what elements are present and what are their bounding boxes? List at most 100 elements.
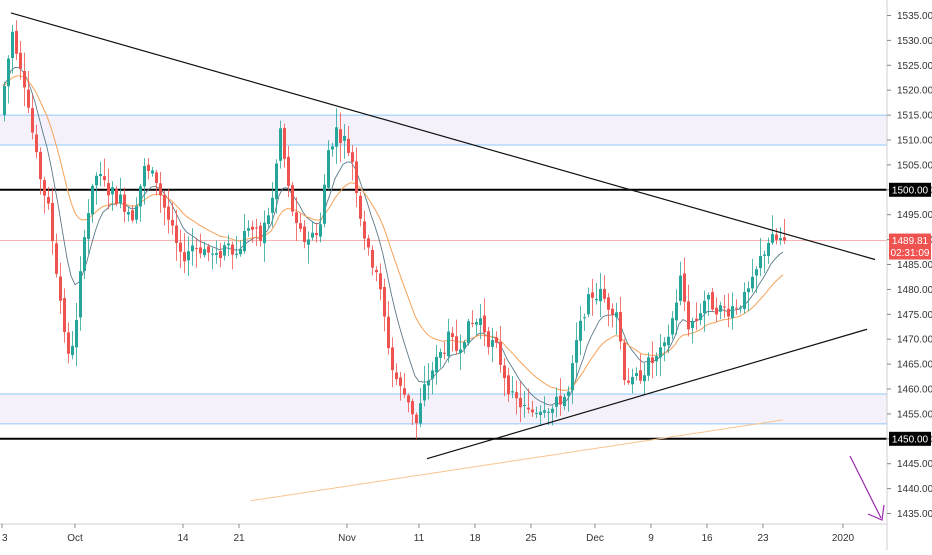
candle-body — [655, 356, 658, 362]
candle-body — [591, 292, 594, 298]
candle-body — [487, 331, 490, 347]
candle-body — [39, 151, 42, 180]
candle-body — [423, 384, 426, 401]
price-tick-label: 1445.00 — [897, 459, 932, 470]
candle-body — [363, 221, 366, 239]
candle-body — [695, 318, 698, 321]
candle-body — [59, 276, 62, 301]
candle-body — [159, 183, 162, 196]
candle-body — [647, 357, 650, 376]
candle-body — [583, 317, 586, 319]
candle-body — [87, 213, 90, 239]
candle-body — [255, 227, 258, 229]
candle-body — [207, 246, 210, 253]
candle-body — [319, 224, 322, 237]
candle-body — [679, 275, 682, 301]
candle-body — [463, 342, 466, 349]
candle-body — [539, 411, 542, 415]
candle-body — [339, 129, 342, 143]
candle-body — [15, 30, 18, 54]
upper-zone — [0, 115, 887, 145]
candle-body — [355, 161, 358, 193]
time-tick-label: 3 — [2, 533, 8, 544]
candle-body — [335, 127, 338, 147]
candle-body — [611, 308, 614, 315]
candle-body — [667, 336, 670, 346]
candle-body — [751, 276, 754, 289]
candle-body — [459, 349, 462, 354]
candle-body — [595, 298, 598, 301]
candle-body — [755, 269, 758, 276]
countdown-label: 02:31:09 — [891, 248, 930, 259]
candle-body — [483, 315, 486, 333]
candle-body — [75, 320, 78, 348]
candle-body — [515, 392, 518, 399]
candle-body — [467, 321, 470, 344]
candle-body — [151, 170, 154, 174]
candle-body — [167, 206, 170, 220]
candle-body — [415, 414, 418, 424]
candle-body — [479, 318, 482, 325]
candle-body — [367, 238, 370, 248]
candle-body — [555, 396, 558, 407]
candle-body — [587, 294, 590, 315]
candle-body — [111, 187, 114, 195]
candle-body — [267, 215, 270, 225]
candle-body — [443, 352, 446, 354]
candle-body — [499, 341, 502, 365]
candle-body — [703, 300, 706, 314]
annotation-arrow-layer[interactable] — [849, 455, 885, 521]
ema-slow-line — [2, 75, 784, 391]
candle-body — [119, 194, 122, 204]
candle-body — [571, 363, 574, 391]
candle-body — [27, 89, 30, 108]
down-arrow-head[interactable] — [867, 504, 885, 521]
candle-body — [323, 184, 326, 224]
candle-body — [371, 249, 374, 268]
candle-body — [495, 337, 498, 343]
candle-body — [3, 85, 6, 116]
candle-body — [63, 298, 66, 333]
candle-body — [783, 237, 786, 241]
support-1450-tag-label: 1450.00 — [892, 434, 929, 445]
candle-body — [635, 373, 638, 376]
candle-body — [67, 332, 70, 354]
price-tick-label: 1510.00 — [897, 135, 932, 146]
candle-body — [391, 347, 394, 371]
candle-body — [439, 352, 442, 358]
candle-body — [475, 322, 478, 325]
candle-body — [243, 230, 246, 252]
candle-body — [231, 244, 234, 255]
candle-body — [687, 301, 690, 330]
candle-body — [607, 297, 610, 310]
candle-body — [531, 409, 534, 413]
candle-body — [199, 247, 202, 254]
candle-body — [599, 288, 602, 302]
candle-body — [383, 286, 386, 317]
candle-body — [719, 305, 722, 312]
price-tick-label: 1475.00 — [897, 310, 932, 321]
candle-body — [567, 391, 570, 396]
candle-body — [99, 173, 102, 177]
trendlines-layer[interactable] — [10, 12, 876, 460]
candle-body — [107, 182, 110, 196]
time-tick-label: Dec — [586, 533, 604, 544]
candle-body — [171, 219, 174, 226]
candle-body — [575, 340, 578, 363]
candle-body — [219, 251, 222, 258]
time-axis[interactable]: 3 Oct 14 21 Nov 11 18 25 Dec 9 16 23 2020 — [0, 523, 887, 544]
candle-body — [411, 401, 414, 415]
candle-body — [619, 312, 622, 342]
time-tick-label: 9 — [648, 533, 654, 544]
candle-body — [223, 245, 226, 256]
down-arrow-shaft[interactable] — [849, 455, 882, 519]
candle-body — [263, 222, 266, 244]
candle-body — [471, 322, 474, 324]
ascending-trendline[interactable] — [426, 328, 868, 460]
descending-trendline[interactable] — [10, 12, 876, 261]
candle-body — [427, 380, 430, 386]
time-tick-label: 14 — [177, 533, 189, 544]
candle-body — [543, 410, 546, 413]
